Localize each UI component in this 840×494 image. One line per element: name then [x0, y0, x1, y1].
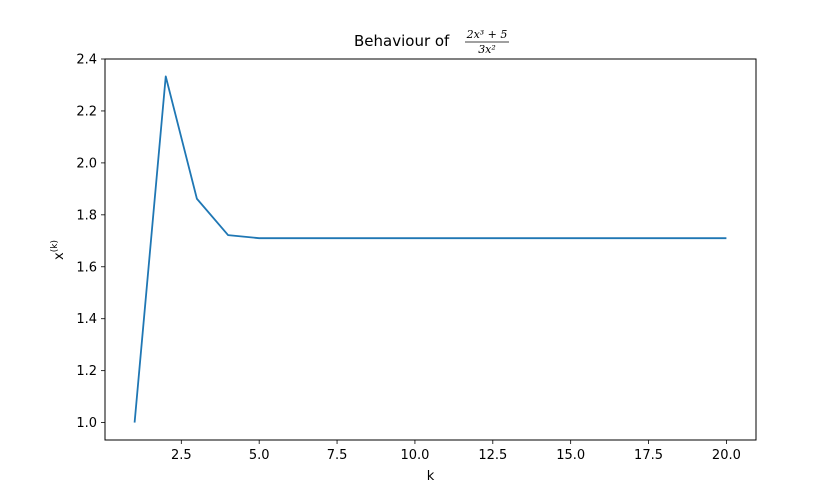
x-tick-label: 7.5: [327, 448, 348, 463]
chart-title-numerator: 2x³ + 5: [466, 28, 508, 41]
y-axis-label: x(k): [50, 240, 67, 260]
y-tick-label: 2.0: [76, 156, 97, 171]
plot-area-frame: [104, 58, 757, 441]
y-tick-label: 1.6: [76, 260, 97, 275]
chart-title-denominator: 3x²: [478, 43, 496, 56]
x-axis: 2.5 5.0 7.5 10.0 12.5 15.0 17.5 20.0: [171, 440, 741, 463]
x-tick-label: 17.5: [634, 448, 663, 463]
x-tick-label: 10.0: [400, 448, 429, 463]
x-tick-label: 15.0: [556, 448, 585, 463]
x-tick-label: 12.5: [478, 448, 507, 463]
y-tick-label: 2.2: [76, 104, 97, 119]
y-tick-label: 2.4: [76, 53, 97, 68]
x-axis-label: k: [427, 469, 435, 484]
series-line: [133, 75, 727, 423]
plot-series: [133, 75, 727, 423]
y-axis-label-superscript: (k): [50, 240, 60, 252]
y-tick-label: 1.2: [76, 364, 97, 379]
y-tick-label: 1.8: [76, 208, 97, 223]
x-tick-label: 2.5: [171, 448, 192, 463]
y-tick-label: 1.4: [76, 312, 97, 327]
x-tick-label: 5.0: [249, 448, 270, 463]
y-axis-label-base: x: [52, 252, 67, 260]
x-tick-label: 20.0: [712, 448, 741, 463]
y-tick-label: 1.0: [76, 416, 97, 431]
chart-title-prefix: Behaviour of: [354, 32, 450, 50]
y-axis: 1.0 1.2 1.4 1.6 1.8 2.0 2.2 2.4: [76, 53, 105, 431]
chart-title: Behaviour of 2x³ + 5 3x²: [354, 28, 509, 56]
